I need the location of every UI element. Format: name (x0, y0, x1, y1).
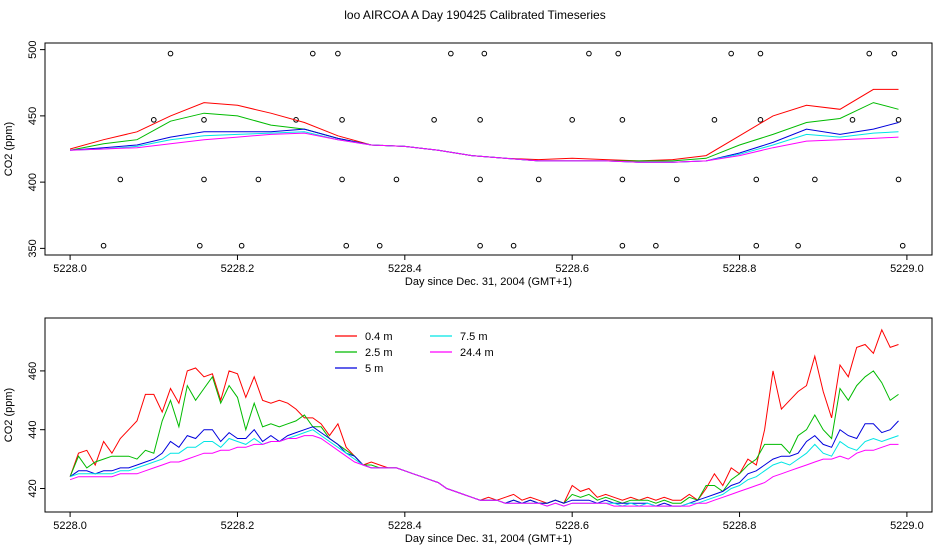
data-point (757, 117, 764, 123)
x-tick-label: 5228.4 (388, 263, 422, 275)
y-axis-label: CO2 (ppm) (3, 388, 15, 442)
data-point (866, 50, 873, 57)
plot-frame (44, 317, 933, 513)
data-point (100, 242, 107, 249)
x-tick-label: 5229.0 (890, 263, 924, 275)
legend: 0.4 m 2.5 m 5 m 7.5 m 24.4 m (335, 331, 494, 375)
series-line-5-m (69, 420, 899, 507)
plot-frame (44, 42, 933, 256)
data-point (757, 50, 764, 57)
data-point (150, 117, 157, 123)
data-point (201, 176, 207, 183)
y-tick-label: 400 (27, 173, 39, 191)
data-point (753, 176, 760, 183)
data-point (117, 176, 124, 183)
data-point (619, 176, 626, 183)
data-point (899, 242, 906, 249)
y-tick-label: 450 (27, 107, 39, 125)
series-line-2-5-m (69, 370, 899, 504)
series-line-4 (70, 132, 899, 163)
data-point (339, 117, 345, 123)
data-point (255, 176, 262, 183)
data-point (393, 176, 400, 183)
x-tick-label: 5228.0 (53, 520, 87, 532)
y-axis-label: CO2 (ppm) (3, 122, 15, 176)
data-point (481, 50, 488, 57)
x-tick-label: 5228.0 (53, 263, 87, 275)
legend-label: 24.4 m (460, 347, 494, 359)
data-point (167, 50, 174, 57)
data-point (343, 242, 350, 249)
data-point (376, 242, 383, 249)
data-point (535, 176, 542, 183)
data-point (795, 242, 801, 249)
data-point (477, 242, 483, 249)
data-point (812, 176, 818, 183)
x-tick-label: 5228.8 (723, 520, 757, 532)
data-point (895, 176, 902, 183)
x-tick-label: 5229.0 (890, 520, 924, 532)
legend-label: 5 m (365, 363, 383, 375)
data-point (653, 242, 659, 249)
x-tick-label: 5228.6 (555, 263, 589, 275)
x-tick-label: 5228.2 (221, 263, 255, 275)
chart-title: loo AIRCOA A Day 190425 Calibrated Times… (344, 8, 605, 22)
data-point (891, 50, 898, 57)
data-point (238, 242, 245, 249)
data-point (335, 50, 341, 57)
y-tick-label: 350 (27, 239, 39, 257)
data-point (673, 176, 680, 183)
x-tick-label: 5228.8 (723, 263, 757, 275)
top-panel: 5228.0 5228.2 5228.4 5228.6 5228.8 5229.0 350 4… (3, 40, 933, 288)
data-point (711, 117, 718, 123)
legend-label: 2.5 m (365, 347, 393, 359)
data-point (431, 117, 437, 123)
x-tick-label: 5228.4 (388, 520, 422, 532)
x-axis-label: Day since Dec. 31, 2004 (GMT+1) (405, 533, 572, 545)
data-point (477, 117, 483, 123)
y-tick-label: 460 (27, 362, 39, 380)
data-point (619, 242, 626, 249)
data-point (569, 117, 575, 123)
data-point (849, 117, 856, 123)
data-point (477, 176, 483, 183)
data-point (586, 50, 592, 57)
data-point (448, 50, 454, 57)
data-point (201, 117, 207, 123)
series-line-24-4-m (69, 435, 899, 507)
x-tick-label: 5228.6 (555, 520, 589, 532)
data-point (510, 242, 517, 249)
data-point (895, 117, 902, 123)
data-point (753, 242, 760, 249)
data-point (339, 176, 345, 183)
x-axis-label: Day since Dec. 31, 2004 (GMT+1) (405, 276, 572, 288)
legend-label: 7.5 m (460, 331, 488, 343)
data-point (197, 242, 203, 249)
data-point (309, 50, 316, 57)
series-line-1 (70, 102, 899, 162)
data-point (619, 117, 626, 123)
x-tick-label: 5228.2 (221, 520, 255, 532)
data-point (728, 50, 734, 57)
y-tick-label: 500 (27, 40, 39, 58)
series-line-0-4-m (69, 328, 899, 504)
data-point (615, 50, 622, 57)
bottom-panel: 5228.0 5228.2 5228.4 5228.6 5228.8 5229.0 420 4… (3, 317, 933, 545)
y-tick-label: 440 (27, 421, 39, 439)
y-tick-label: 420 (27, 479, 39, 497)
legend-label: 0.4 m (365, 331, 393, 343)
series-line-0 (69, 88, 899, 162)
series-line-7-5-m (69, 429, 899, 507)
